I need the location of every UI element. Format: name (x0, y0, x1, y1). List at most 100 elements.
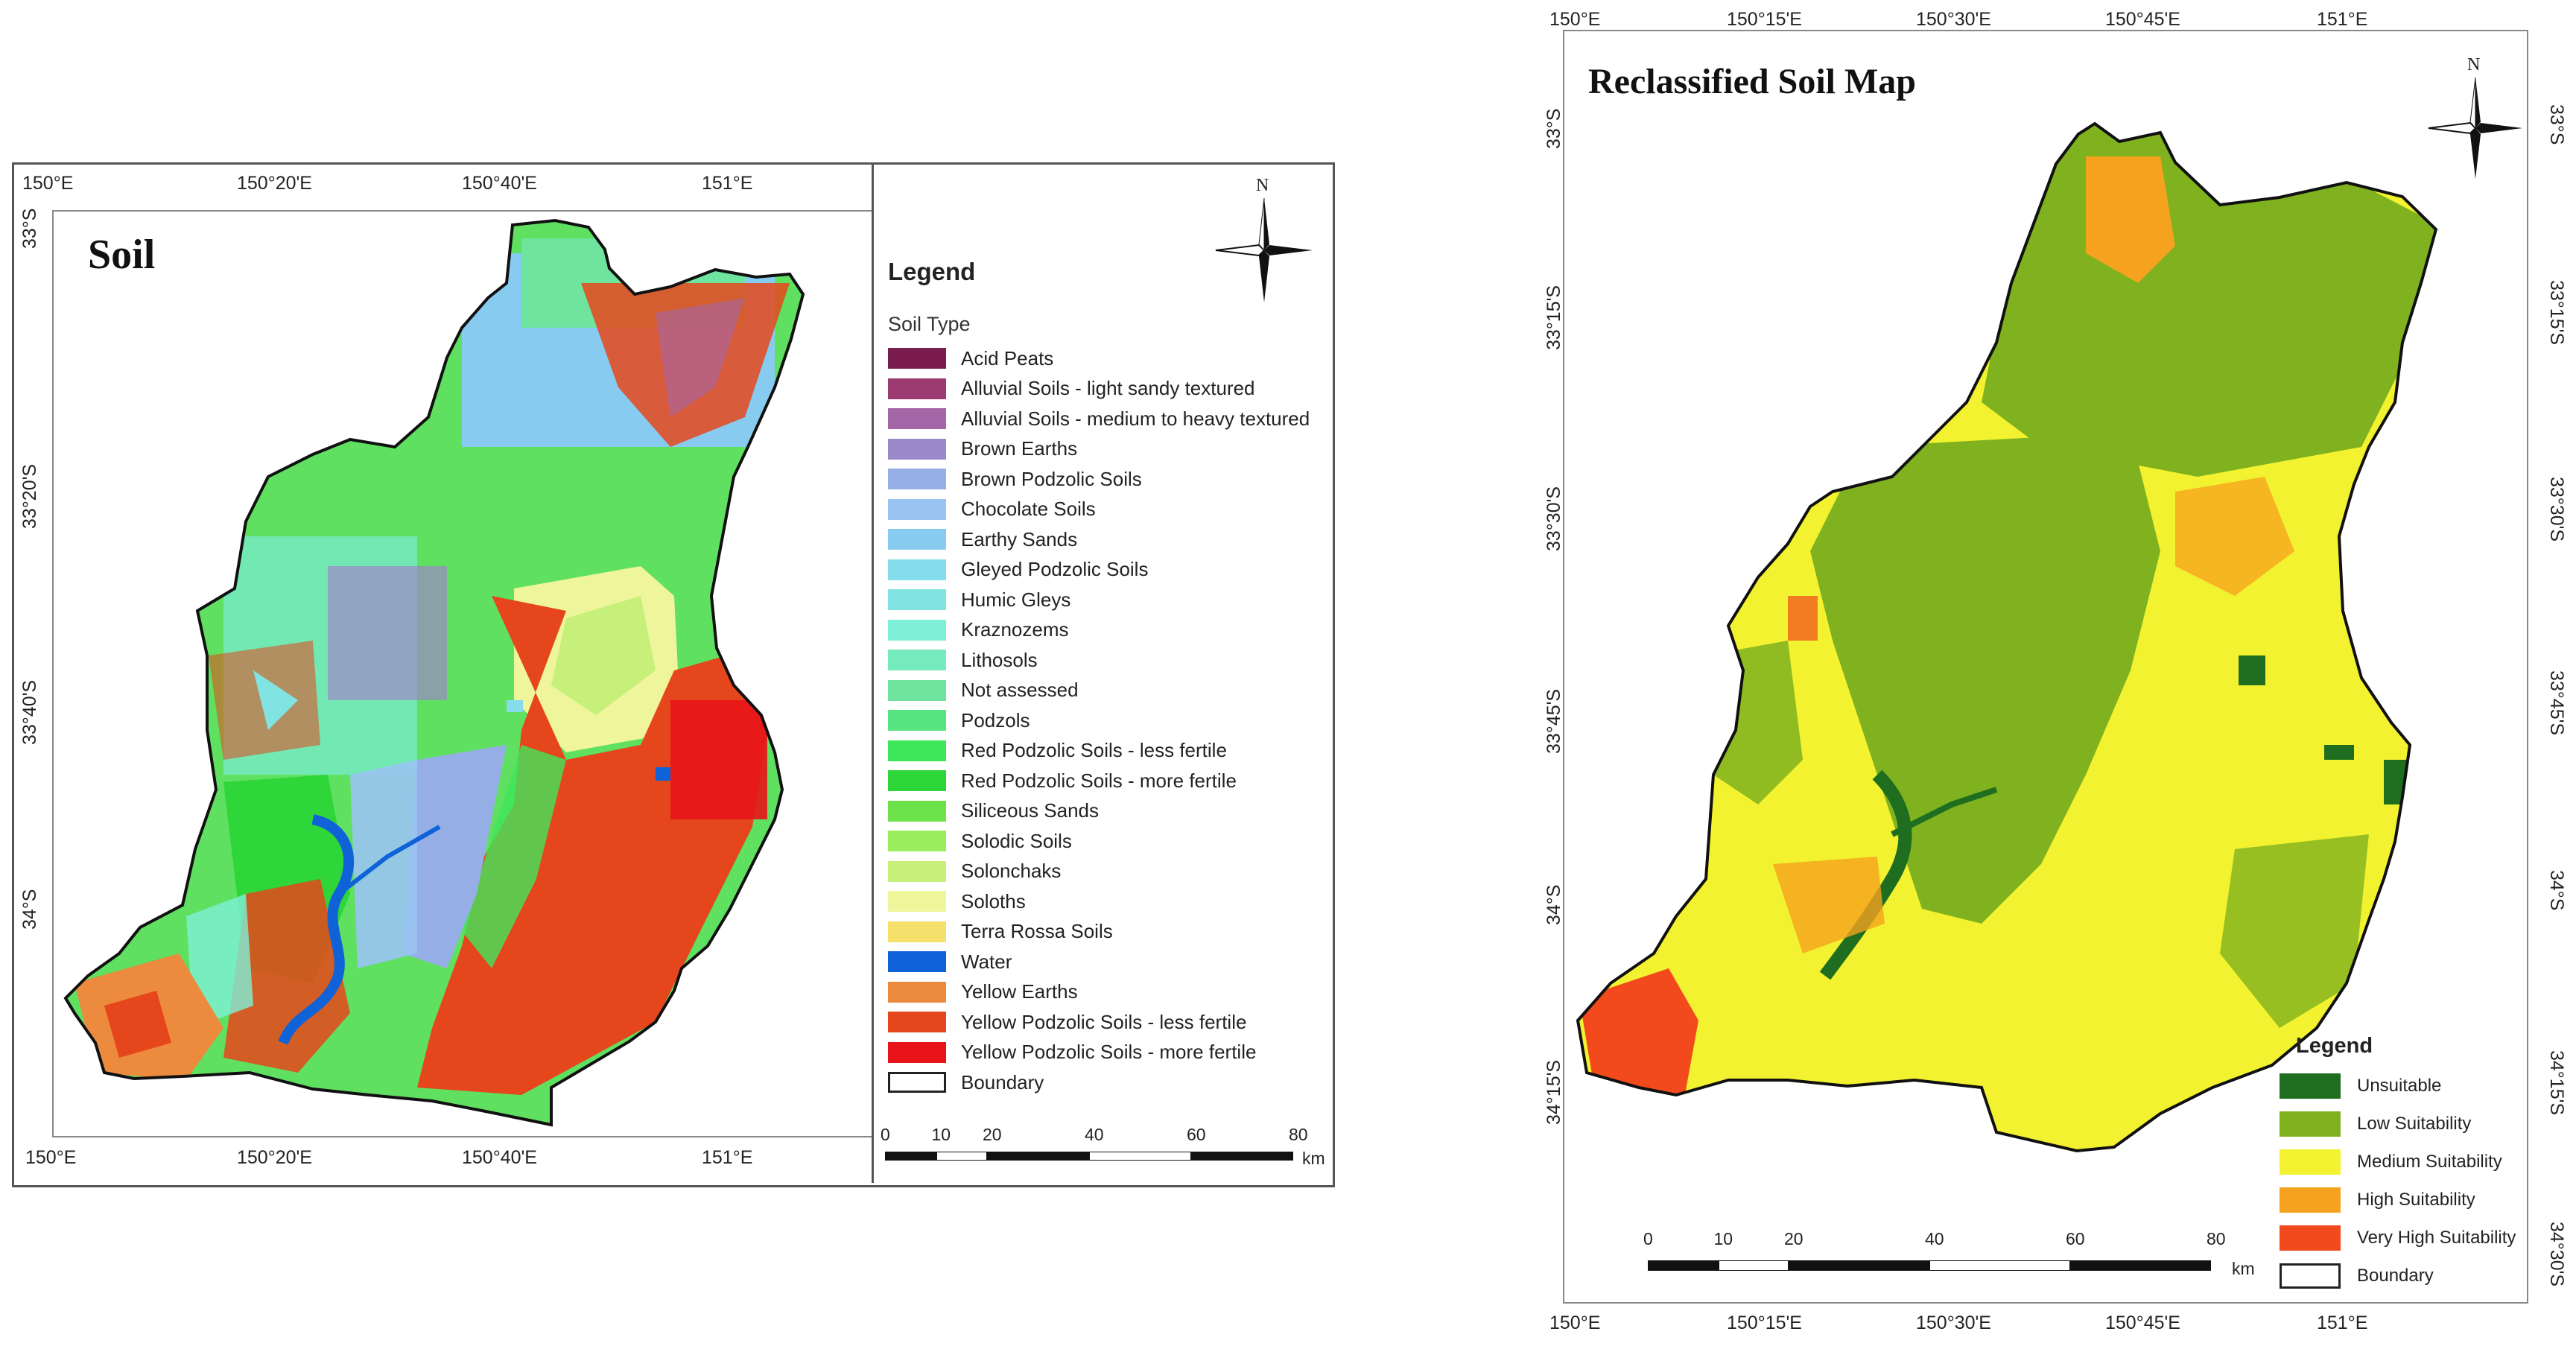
legend-swatch (2280, 1073, 2341, 1099)
legend-swatch (2280, 1263, 2341, 1289)
legend-label: Siliceous Sands (961, 799, 1099, 822)
legend-label: Kraznozems (961, 618, 1069, 641)
legend-swatch (888, 589, 946, 610)
reclass-map-frame (1563, 30, 2528, 1304)
legend-label: Red Podzolic Soils - less fertile (961, 739, 1227, 761)
soil-scale-tick: 60 (1187, 1125, 1206, 1144)
reclass-right-lat-3: 33°30'S (2546, 477, 2567, 542)
reclass-left-lat-2: 33°15'S (1544, 285, 1564, 350)
soil-legend-item-yellow-podzolic-soils-less-fertile: Yellow Podzolic Soils - less fertile (888, 1011, 1246, 1033)
legend-swatch (2280, 1111, 2341, 1137)
legend-label: Medium Suitability (2357, 1152, 2502, 1172)
legend-swatch (888, 679, 946, 701)
legend-swatch (888, 800, 946, 822)
legend-swatch (888, 438, 946, 460)
reclass-bottom-lon-4: 150°45'E (2105, 1313, 2180, 1333)
legend-swatch (888, 498, 946, 520)
reclass-top-lon-1: 150°E (1549, 9, 1601, 30)
reclass-north-label: N (2467, 55, 2481, 74)
legend-swatch (888, 951, 946, 972)
soil-top-lon-2: 150°20'E (237, 173, 312, 194)
soil-legend-item-red-podzolic-soils-less-fertile: Red Podzolic Soils - less fertile (888, 739, 1227, 762)
soil-top-lon-3: 150°40'E (462, 173, 537, 194)
legend-label: Yellow Podzolic Soils - more fertile (961, 1041, 1257, 1063)
reclass-scale-segment (1789, 1260, 1929, 1271)
legend-swatch (888, 529, 946, 550)
soil-legend-item-lithosols: Lithosols (888, 649, 1038, 671)
legend-label: Acid Peats (961, 346, 1054, 369)
soil-scale-segment (1191, 1152, 1293, 1161)
reclass-scale-segment (1718, 1260, 1789, 1271)
reclass-legend-item-boundary: Boundary (2280, 1263, 2434, 1289)
soil-scale-tick: 0 (881, 1125, 890, 1144)
reclass-left-lat-1: 33°S (1544, 108, 1564, 149)
soil-bottom-lon-2: 150°20'E (237, 1147, 312, 1168)
legend-label: Red Podzolic Soils - more fertile (961, 769, 1237, 792)
legend-label: Lithosols (961, 648, 1038, 671)
legend-label: Alluvial Soils - medium to heavy texture… (961, 407, 1310, 430)
soil-legend-item-humic-gleys: Humic Gleys (888, 588, 1070, 611)
legend-swatch (2280, 1225, 2341, 1251)
reclass-right-lat-1: 33°S (2546, 104, 2567, 145)
legend-label: Water (961, 950, 1012, 973)
legend-swatch (888, 860, 946, 882)
legend-swatch (888, 710, 946, 731)
soil-top-lon-1: 150°E (22, 173, 74, 194)
reclass-scale-tick: 40 (1925, 1229, 1944, 1248)
reclass-legend-item-low-suitability: Low Suitability (2280, 1111, 2471, 1137)
reclass-scale-segment (1929, 1260, 2070, 1271)
soil-legend-title: Legend (888, 258, 976, 285)
legend-swatch (888, 770, 946, 791)
soil-legend-item-brown-earths: Brown Earths (888, 437, 1077, 460)
reclass-right-lat-6: 34°15'S (2546, 1050, 2567, 1116)
soil-scale-tick: 20 (983, 1125, 1002, 1144)
soil-map-neatline (52, 210, 872, 1137)
legend-label: Low Suitability (2357, 1114, 2472, 1134)
soil-legend-item-chocolate-soils: Chocolate Soils (888, 498, 1096, 521)
reclass-legend-title: Legend (2296, 1034, 2373, 1058)
reclass-bottom-lon-3: 150°30'E (1916, 1313, 1991, 1333)
reclass-top-lon-3: 150°30'E (1916, 9, 1991, 30)
reclass-scale-tick: 60 (2066, 1229, 2085, 1248)
legend-label: Earthy Sands (961, 527, 1078, 550)
reclass-legend-item-high-suitability: High Suitability (2280, 1187, 2475, 1213)
reclass-map-region (1576, 121, 2438, 1153)
soil-legend-subtitle: Soil Type (888, 313, 971, 335)
soil-legend-item-solonchaks: Solonchaks (888, 860, 1061, 883)
soil-bottom-lon-4: 151°E (702, 1147, 753, 1168)
soil-scale-segment (936, 1152, 987, 1161)
soil-bottom-lon-3: 150°40'E (462, 1147, 537, 1168)
reclass-top-lon-5: 151°E (2317, 9, 2368, 30)
legend-swatch (888, 981, 946, 1003)
reclass-left-lat-5: 34°S (1544, 884, 1564, 925)
legend-label: Terra Rossa Soils (961, 920, 1113, 942)
soil-scale-tick: 10 (931, 1125, 951, 1144)
soil-scale-segment (1089, 1152, 1191, 1161)
legend-label: Yellow Earths (961, 980, 1078, 1003)
soil-legend-item-alluvial-soils-medium-to-heavy-textured: Alluvial Soils - medium to heavy texture… (888, 407, 1310, 430)
soil-legend-item-solodic-soils: Solodic Soils (888, 830, 1072, 852)
soil-legend-item-gleyed-podzolic-soils: Gleyed Podzolic Soils (888, 558, 1149, 581)
soil-scale-unit: km (1302, 1149, 1325, 1168)
legend-swatch (888, 469, 946, 489)
legend-swatch (2280, 1149, 2341, 1175)
legend-label: Gleyed Podzolic Soils (961, 558, 1149, 580)
reclass-left-lat-4: 33°45'S (1544, 688, 1564, 754)
soil-map-region (63, 218, 805, 1127)
legend-swatch (888, 891, 946, 912)
soil-legend-item-kraznozems: Kraznozems (888, 618, 1069, 641)
reclass-left-lat-3: 33°30'S (1544, 486, 1564, 551)
reclass-scale-tick: 10 (1713, 1229, 1733, 1248)
soil-legend-item-red-podzolic-soils-more-fertile: Red Podzolic Soils - more fertile (888, 769, 1237, 792)
reclass-scale-tick: 80 (2207, 1229, 2226, 1248)
legend-swatch (888, 559, 946, 580)
legend-swatch (888, 619, 946, 641)
soil-north-arrow-icon (1215, 197, 1313, 302)
soil-legend-item-boundary: Boundary (888, 1071, 1044, 1094)
soil-map-title: Soil (88, 232, 156, 278)
legend-swatch (888, 1041, 946, 1063)
reclass-right-lat-4: 33°45'S (2546, 670, 2567, 736)
reclass-scale-tick: 20 (1784, 1229, 1803, 1248)
legend-label: Boundary (961, 1070, 1044, 1094)
soil-north-label: N (1256, 176, 1269, 195)
